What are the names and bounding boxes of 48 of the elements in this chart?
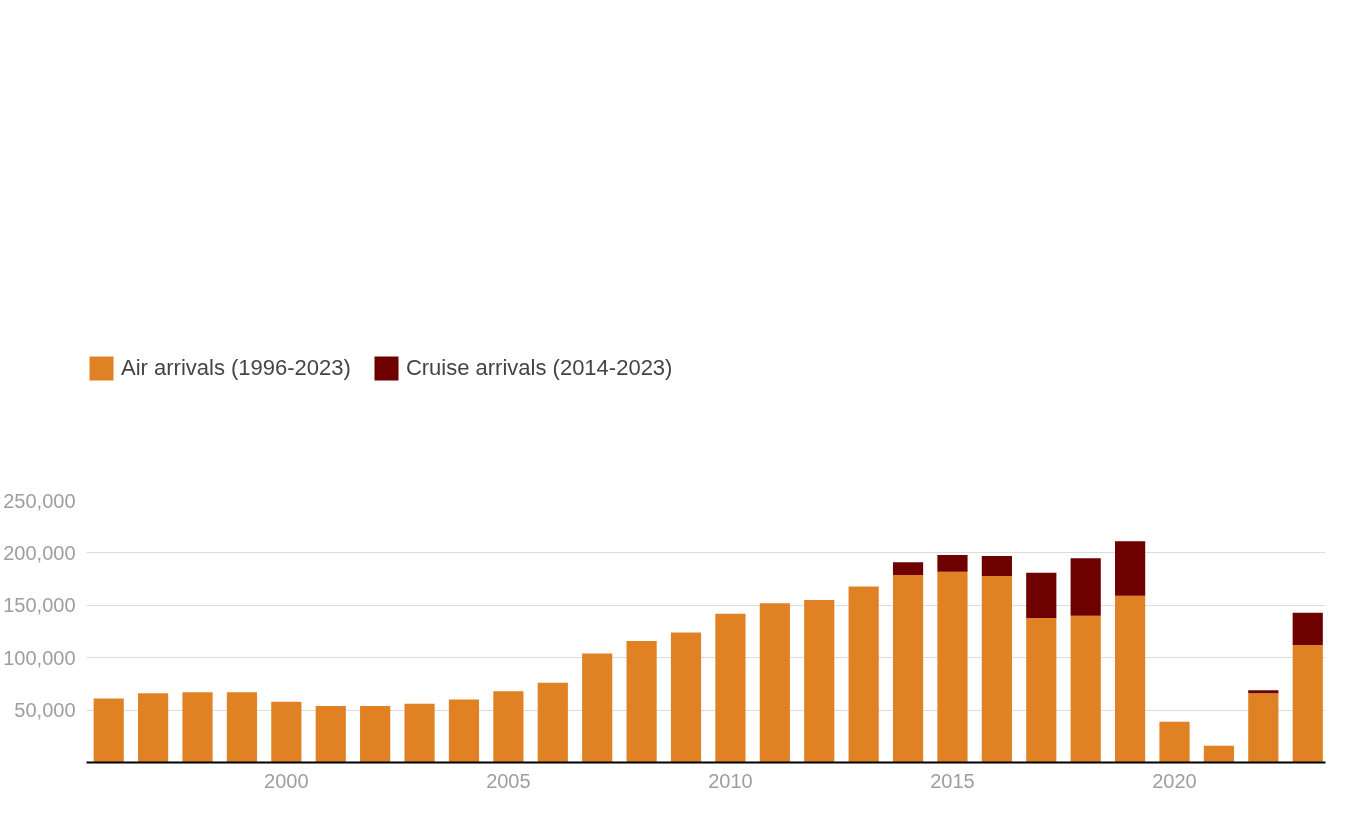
bar [1248,690,1279,694]
bar [582,653,613,763]
x-tick-label: 2005 [486,769,531,792]
y-tick-label: 100,000 [3,646,76,669]
bar [537,682,568,763]
bar [226,692,258,763]
bar [1292,612,1323,646]
bar [804,600,835,763]
bar [937,555,968,572]
x-tick-label: 2020 [1152,769,1197,792]
bar [1203,745,1235,763]
bar [937,571,968,763]
bar [1248,693,1279,763]
bar [448,699,480,763]
bar [271,701,302,763]
y-tick-label: 150,000 [3,594,76,617]
bar [493,691,524,763]
legend-label: Cruise arrivals (2014-2023) [405,354,673,381]
bar [848,586,879,763]
bar [138,693,169,763]
bar [315,705,346,763]
legend-label: Air arrivals (1996-2023) [121,354,351,381]
bar [1292,645,1323,763]
bar [1026,617,1057,763]
bar [1026,572,1057,618]
y-tick-label: 200,000 [3,541,76,564]
x-tick-label: 2010 [708,769,753,792]
bar [404,703,435,763]
bar [1115,541,1146,596]
bar [759,603,790,763]
bar [360,705,391,763]
bar [1159,721,1190,763]
bar [670,632,702,763]
bar [626,640,657,763]
y-tick-label: 250,000 [3,489,76,512]
bar [892,574,924,763]
bar [981,575,1012,763]
bar [1115,595,1146,763]
bar [715,613,746,763]
x-tick-label: 2015 [930,769,975,792]
bar [93,698,124,763]
bar [892,562,924,575]
bar [182,692,213,763]
bar [981,556,1012,576]
bar [1070,615,1101,763]
y-tick-label: 50,000 [14,699,76,722]
x-tick-label: 2000 [264,769,309,792]
bar [1070,558,1101,616]
